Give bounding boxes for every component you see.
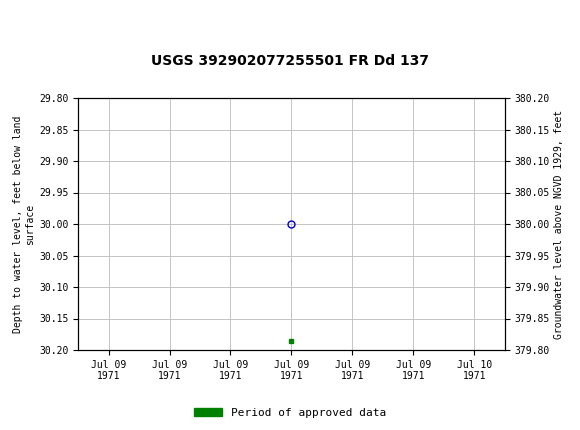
Text: USGS 392902077255501 FR Dd 137: USGS 392902077255501 FR Dd 137 [151, 54, 429, 68]
Y-axis label: Groundwater level above NGVD 1929, feet: Groundwater level above NGVD 1929, feet [554, 110, 564, 338]
Legend: Period of approved data: Period of approved data [190, 403, 390, 422]
Text: ≡USGS: ≡USGS [8, 10, 95, 30]
Y-axis label: Depth to water level, feet below land
surface: Depth to water level, feet below land su… [13, 115, 35, 333]
